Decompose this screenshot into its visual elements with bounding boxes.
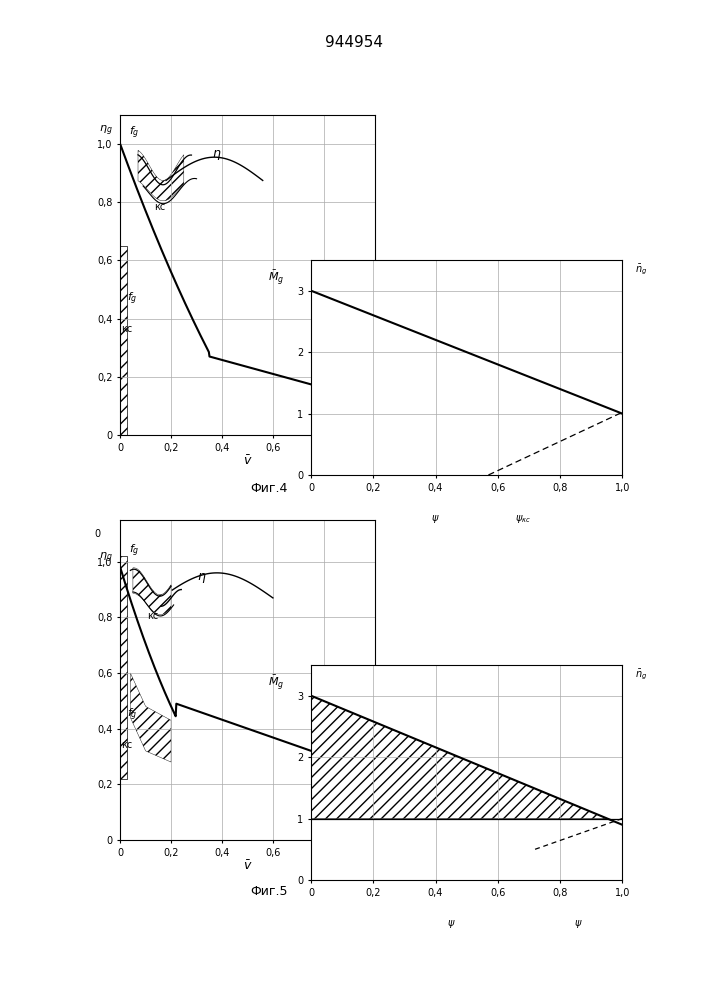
Text: $\bar{M}_g$: $\bar{M}_g$ [267,269,284,287]
Text: $f_g$: $f_g$ [127,291,137,307]
Text: $f_g$: $f_g$ [129,543,140,559]
Text: $\bar{n}_g$: $\bar{n}_g$ [635,263,647,277]
Text: Фиг.5: Фиг.5 [250,885,288,898]
Text: $\psi_{\kappa c}$: $\psi_{\kappa c}$ [515,513,531,525]
Text: $\bar{n}_g$: $\bar{n}_g$ [635,668,647,682]
Text: $\psi$: $\psi$ [431,513,440,525]
Text: $\psi$: $\psi$ [574,918,583,930]
Text: $\eta_g$: $\eta_g$ [98,550,112,565]
Text: Фиг.4: Фиг.4 [250,482,287,495]
Text: $\bar{M}_g$: $\bar{M}_g$ [267,674,284,692]
Text: $\eta$: $\eta$ [197,571,206,585]
Text: 944954: 944954 [325,35,382,50]
Text: $f_g$: $f_g$ [127,707,137,723]
Text: кс: кс [122,740,133,750]
Text: кс: кс [155,202,166,212]
Text: $\psi$: $\psi$ [447,918,455,930]
Text: $f_g$: $f_g$ [129,125,140,141]
X-axis label: $\bar{v}$: $\bar{v}$ [243,859,252,873]
Text: кс: кс [122,324,133,334]
X-axis label: $\bar{v}$: $\bar{v}$ [243,454,252,468]
Text: $\eta_g$: $\eta_g$ [98,124,112,138]
Text: $\eta$: $\eta$ [212,148,221,162]
Text: 0: 0 [95,529,101,539]
Text: кс: кс [147,611,158,621]
